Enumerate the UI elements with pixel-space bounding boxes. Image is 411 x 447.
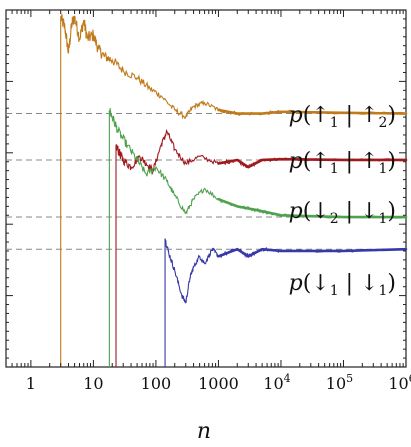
x-tick-label: 1 [26,374,36,393]
series-labels: p(↑1 | ↑2) p(↑1 | ↑1) p(↓2 | ↓1) p(↓1 | ↓1) [289,103,396,299]
series-label-2: p(↓2 | ↓1) [289,199,396,227]
x-tick-label: 106 [388,372,411,393]
series-tail-3 [217,247,408,258]
x-tick-label: 1000 [198,374,239,393]
series-label-3: p(↓1 | ↓1) [289,271,396,299]
reference-lines [6,113,406,250]
x-tick-label: 104 [263,372,290,393]
series-line-2 [108,107,407,367]
series-layer [60,13,408,367]
series-label-0: p(↑1 | ↑2) [289,103,396,131]
series-line-0 [60,13,407,367]
y-axis-ticks [6,9,406,368]
x-tick-label: 105 [326,372,353,393]
series-tail-2 [217,197,408,219]
series-tail-0 [217,108,408,115]
x-axis-ticks: 1 10 100 1000 104 105 106 [5,10,411,393]
x-axis-title: n [197,419,211,444]
series-tail-1 [217,157,408,169]
series-label-1: p(↑1 | ↑1) [289,149,396,177]
x-tick-label: 10 [83,374,103,393]
x-tick-label: 100 [141,374,172,393]
series-line-3 [164,238,407,367]
plot-frame [5,9,407,368]
